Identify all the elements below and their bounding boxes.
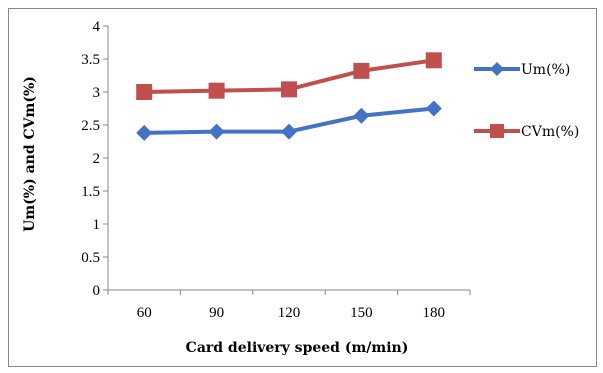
x-axis-title: Card delivery speed (m/min) — [186, 340, 409, 356]
data-point-um — [281, 123, 297, 140]
y-tick-label: 1 — [93, 217, 101, 233]
y-tick-label: 0 — [93, 283, 101, 299]
y-tick-label: 3.5 — [81, 52, 100, 68]
series-layer — [136, 52, 442, 141]
data-point-cvm — [353, 62, 370, 79]
legend-item-um: Um(%) — [474, 62, 570, 78]
data-point-um — [136, 124, 153, 141]
legend-marker-cvm — [490, 124, 504, 138]
legend-item-cvm: CVm(%) — [474, 124, 579, 140]
y-tick-label: 4 — [93, 19, 101, 35]
y-axis-title: Um(%) and CVm(%) — [22, 76, 38, 232]
x-tick-label: 180 — [423, 305, 446, 321]
series-um — [136, 100, 442, 141]
data-point-cvm — [208, 82, 225, 99]
y-tick-label: 2 — [93, 151, 101, 167]
legend-label-cvm: CVm(%) — [521, 124, 579, 140]
x-tick-label: 90 — [209, 305, 224, 321]
data-point-um — [353, 107, 370, 124]
data-point-cvm — [281, 81, 297, 98]
y-tick-label: 3 — [93, 85, 101, 101]
legend: Um(%) CVm(%) — [474, 62, 579, 140]
data-point-um — [425, 100, 442, 117]
legend-marker-um — [490, 62, 504, 76]
data-point-cvm — [136, 84, 153, 100]
x-tick-label: 60 — [137, 305, 152, 321]
y-tick-label: 1.5 — [81, 184, 100, 200]
y-tick-label: 2.5 — [81, 118, 100, 134]
x-tick-label: 120 — [278, 305, 301, 321]
legend-label-um: Um(%) — [521, 62, 570, 78]
y-tick-label: 0.5 — [81, 250, 100, 266]
data-point-cvm — [425, 52, 442, 69]
y-axis-ticks: 0 0.5 1 1.5 2 2.5 3 3.5 4 — [81, 19, 108, 299]
data-point-um — [208, 123, 225, 140]
x-axis-ticks: 60 90 120 150 180 — [107, 290, 471, 321]
x-tick-label: 150 — [350, 305, 373, 321]
series-cvm — [136, 52, 442, 100]
